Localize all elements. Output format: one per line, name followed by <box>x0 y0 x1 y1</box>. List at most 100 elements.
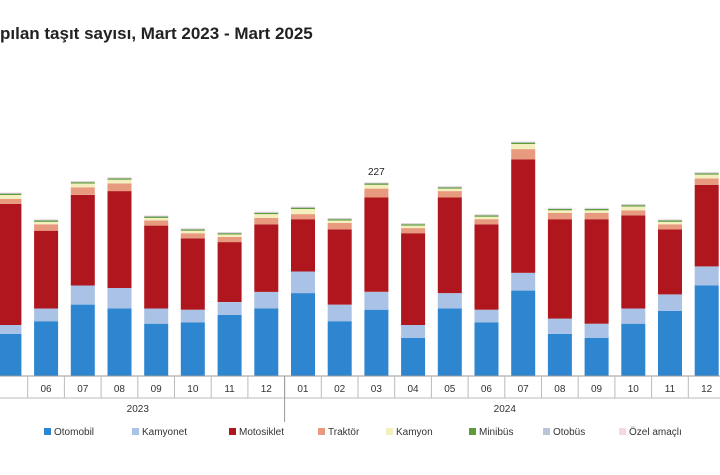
bar-segment--zel-ama-l--3 <box>107 177 132 178</box>
bar-segment-motosiklet-1 <box>34 230 59 309</box>
bar-segment--zel-ama-l--15 <box>547 207 572 209</box>
bar-segment-otob-s-9 <box>327 218 352 220</box>
bar-segment-motosiklet-14 <box>511 159 536 273</box>
bar-segment-kamyonet-8 <box>291 271 315 294</box>
bar-segment-minib-s-14 <box>511 142 536 144</box>
year-label-2023: 2023 <box>127 404 150 415</box>
bar-segment-motosiklet-7 <box>254 224 279 292</box>
bar-segment-otob-s-12 <box>437 186 462 188</box>
bar-segment-otomobil-18 <box>658 311 682 376</box>
bar-segment-minib-s-19 <box>694 173 719 175</box>
bar-segment-kamyon-0 <box>0 195 22 199</box>
bar-segment--zel-ama-l--8 <box>291 206 315 207</box>
bar-segment-minib-s-6 <box>217 233 242 235</box>
bar-segment-kamyonet-18 <box>658 294 682 311</box>
bar-segment-otob-s-1 <box>34 219 59 221</box>
legend-swatch-minib-s <box>469 428 476 435</box>
legend-label-motosiklet: Motosiklet <box>239 427 284 438</box>
bar-segment-otomobil-8 <box>291 293 315 376</box>
bar-segment--zel-ama-l--1 <box>34 219 59 220</box>
bar-segment-otob-s-2 <box>70 181 95 183</box>
bar-segment-trakt-r-1 <box>34 224 59 231</box>
bar-segment-kamyon-7 <box>254 214 279 218</box>
bar-segment-trakt-r-7 <box>254 217 279 225</box>
bar-segment-otomobil-19 <box>694 285 719 376</box>
x-tick-label-6: 11 <box>224 384 235 395</box>
bar-segment-motosiklet-3 <box>107 191 132 288</box>
legend-swatch-kamyonet <box>132 428 139 435</box>
bar-segment-kamyon-19 <box>694 174 719 179</box>
bar-segment--zel-ama-l--13 <box>474 214 499 215</box>
bar-segment-trakt-r-14 <box>511 149 536 160</box>
bar-segment-kamyonet-17 <box>621 308 646 324</box>
x-tick-label-11: 04 <box>407 384 419 395</box>
bar-segment-minib-s-1 <box>34 220 59 222</box>
bar-segment--zel-ama-l--6 <box>217 231 242 233</box>
bar-segment-otob-s-13 <box>474 214 499 216</box>
bar-segment-kamyonet-3 <box>107 288 132 309</box>
bar-segment-kamyon-16 <box>584 210 609 213</box>
bar-segment-kamyon-1 <box>34 221 59 225</box>
bar-segment-otob-s-8 <box>291 207 315 208</box>
bar-segment-kamyonet-2 <box>70 285 95 305</box>
bar-segment-motosiklet-16 <box>584 219 609 324</box>
bar-segment--zel-ama-l--12 <box>437 186 462 187</box>
bar-segment-motosiklet-12 <box>437 197 462 294</box>
bar-segment-otob-s-17 <box>621 204 646 206</box>
bar-segment-motosiklet-10 <box>364 197 389 292</box>
bar-segment-minib-s-4 <box>144 216 169 218</box>
bar-segment-trakt-r-10 <box>364 188 389 198</box>
x-tick-label-1: 06 <box>40 384 52 395</box>
x-tick-label-4: 09 <box>151 384 163 395</box>
legend-label-kamyonet: Kamyonet <box>142 427 187 438</box>
bar-segment-kamyonet-5 <box>180 309 205 323</box>
x-tick-label-7: 12 <box>261 384 273 395</box>
bar-segment--zel-ama-l--19 <box>694 172 719 173</box>
bar-segment-otomobil-2 <box>70 304 95 376</box>
bar-segment-otomobil-9 <box>327 321 352 376</box>
x-tick-label-18: 11 <box>665 384 676 395</box>
legend-swatch-motosiklet <box>229 428 236 435</box>
x-tick-label-10: 03 <box>371 384 383 395</box>
bar-segment-kamyon-4 <box>144 217 169 221</box>
bar-segment-minib-s-12 <box>437 187 462 189</box>
bar-segment-otomobil-11 <box>401 337 426 377</box>
bar-segment-otomobil-6 <box>217 314 242 376</box>
bar-segment-trakt-r-8 <box>291 214 315 220</box>
bar-segment-trakt-r-6 <box>217 237 242 243</box>
bar-segment-otob-s-19 <box>694 172 719 174</box>
bar-segment--zel-ama-l--10 <box>364 182 389 183</box>
bar-segment-motosiklet-17 <box>621 215 646 309</box>
bar-segment-trakt-r-11 <box>401 228 426 234</box>
bar-segment-otob-s-0 <box>0 193 22 194</box>
bar-segment-otob-s-14 <box>511 142 536 143</box>
bar-segment--zel-ama-l--4 <box>144 215 169 216</box>
bar-segment-kamyonet-10 <box>364 291 389 310</box>
bar-segment-otomobil-14 <box>511 290 536 376</box>
bar-segment-minib-s-17 <box>621 205 646 207</box>
bar-segment-kamyonet-16 <box>584 323 609 338</box>
x-axis: 06 07 08 09 10 11 12 01 02 03 04 05 06 07 08 09 10 11 12 20… <box>0 375 720 422</box>
x-tick-label-16: 09 <box>591 384 603 395</box>
bar-segment-motosiklet-18 <box>658 229 682 295</box>
bar-segment-kamyon-9 <box>327 220 352 223</box>
bar-segment-otomobil-15 <box>547 333 572 376</box>
x-tick-label-13: 06 <box>481 384 493 395</box>
bar-segment--zel-ama-l--0 <box>0 192 22 193</box>
bar-segment-otob-s-4 <box>144 216 169 217</box>
bar-segment-kamyonet-6 <box>217 302 242 315</box>
legend-label-kamyon: Kamyon <box>396 427 433 438</box>
bar-segment-minib-s-18 <box>658 220 682 222</box>
bar-segment-trakt-r-15 <box>547 212 572 220</box>
chart-title: pılan taşıt sayısı, Mart 2023 - Mart 202… <box>0 24 313 43</box>
bar-segment-minib-s-8 <box>291 207 315 209</box>
bar-segment-motosiklet-4 <box>144 225 169 309</box>
bar-segment-kamyon-3 <box>107 179 132 184</box>
bar-segment-motosiklet-2 <box>70 195 95 286</box>
bar-segment-trakt-r-5 <box>180 233 205 239</box>
bar-segment-motosiklet-13 <box>474 224 499 310</box>
bar-segment-motosiklet-8 <box>291 219 315 272</box>
bar-segment-trakt-r-0 <box>0 198 22 204</box>
bar-segment-otomobil-13 <box>474 322 499 376</box>
